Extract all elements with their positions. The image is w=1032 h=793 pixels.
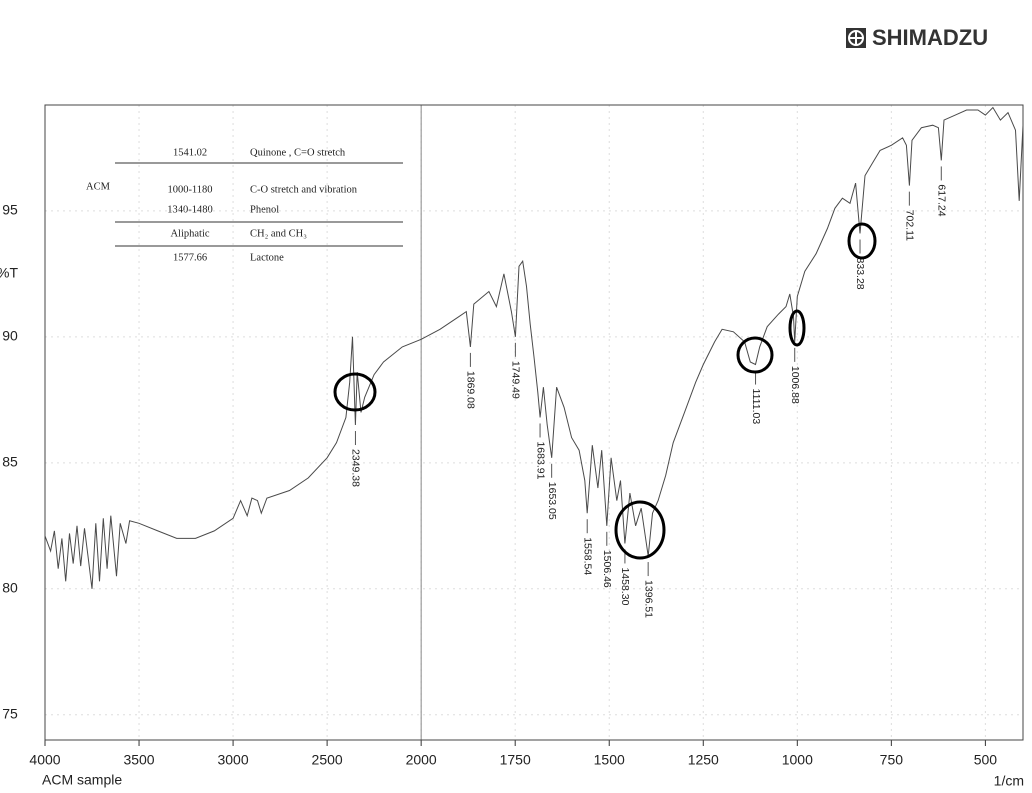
- y-tick-label: 80: [2, 580, 18, 596]
- y-axis-label: %T: [0, 265, 18, 281]
- peak-label: 1396.51: [642, 580, 654, 618]
- x-tick-label: 3000: [217, 752, 248, 768]
- x-tick-label: 1750: [500, 752, 531, 768]
- peak-label: 1506.46: [601, 550, 613, 588]
- table-cell: CH₂ and CH₃: [250, 228, 307, 239]
- x-tick-label: 500: [974, 752, 998, 768]
- table-cell: Aliphatic: [170, 228, 209, 239]
- highlight-circle: [736, 336, 774, 374]
- table-cell: Lactone: [250, 252, 284, 263]
- table-cell: 1340-1480: [167, 204, 213, 215]
- peak-label: 617.24: [936, 184, 948, 216]
- table-cell: 1577.66: [173, 252, 207, 263]
- peak-label: 1558.54: [581, 537, 593, 575]
- table-cell: 1000-1180: [167, 184, 212, 195]
- table-group: ACM: [86, 181, 111, 192]
- highlight-circle: [847, 222, 877, 260]
- highlight-circle: [788, 309, 806, 347]
- x-tick-label: 3500: [123, 752, 154, 768]
- x-axis-label: 1/cm: [994, 773, 1024, 789]
- peak-label: 833.28: [854, 258, 866, 290]
- peak-label: 1006.88: [789, 366, 801, 404]
- x-tick-label: 4000: [29, 752, 60, 768]
- table-cell: C-O stretch and vibration: [250, 184, 358, 195]
- table-cell: Phenol: [250, 204, 279, 215]
- highlights: [333, 222, 877, 560]
- plot-frame: [44, 104, 1024, 741]
- y-tick-label: 90: [2, 328, 18, 344]
- peak-label: 1653.05: [546, 482, 558, 520]
- peak-label: 1869.08: [465, 371, 477, 409]
- logo: SHIMADZU: [846, 25, 988, 50]
- y-tick-label: 85: [2, 454, 18, 470]
- peak-label: 1458.30: [619, 567, 631, 605]
- x-tick-label: 1500: [594, 752, 625, 768]
- inset-table: ACM 1541.02 Quinone , C=O stretch 1000-1…: [73, 128, 405, 305]
- table-cell: Quinone , C=O stretch: [250, 147, 346, 158]
- peak-label: 2349.38: [350, 449, 362, 487]
- peak-label: 1749.49: [510, 361, 522, 399]
- logo-text: SHIMADZU: [872, 25, 988, 50]
- x-tick-label: 750: [880, 752, 904, 768]
- x-tick-label: 1250: [688, 752, 719, 768]
- peak-label: 1111.03: [750, 389, 762, 425]
- peak-label: 1683.91: [534, 441, 546, 479]
- x-tick-label: 2000: [406, 752, 437, 768]
- y-tick-label: 75: [2, 706, 18, 722]
- spectrum-line: [44, 106, 1024, 589]
- table-cell: 1541.02: [173, 147, 207, 158]
- y-tick-label: 95: [2, 202, 18, 218]
- highlight-circle: [614, 500, 666, 560]
- x-tick-label: 1000: [782, 752, 813, 768]
- highlight-circle: [333, 372, 377, 412]
- x-tick-label: 2500: [312, 752, 343, 768]
- peak-label: 702.11: [904, 210, 916, 241]
- table-background: [73, 128, 405, 305]
- chart-title: ACM sample: [42, 772, 122, 788]
- plot: 95 90 85 80 75 4000 3500 3000 2500 2000 1750 1500 12…: [2, 104, 1024, 768]
